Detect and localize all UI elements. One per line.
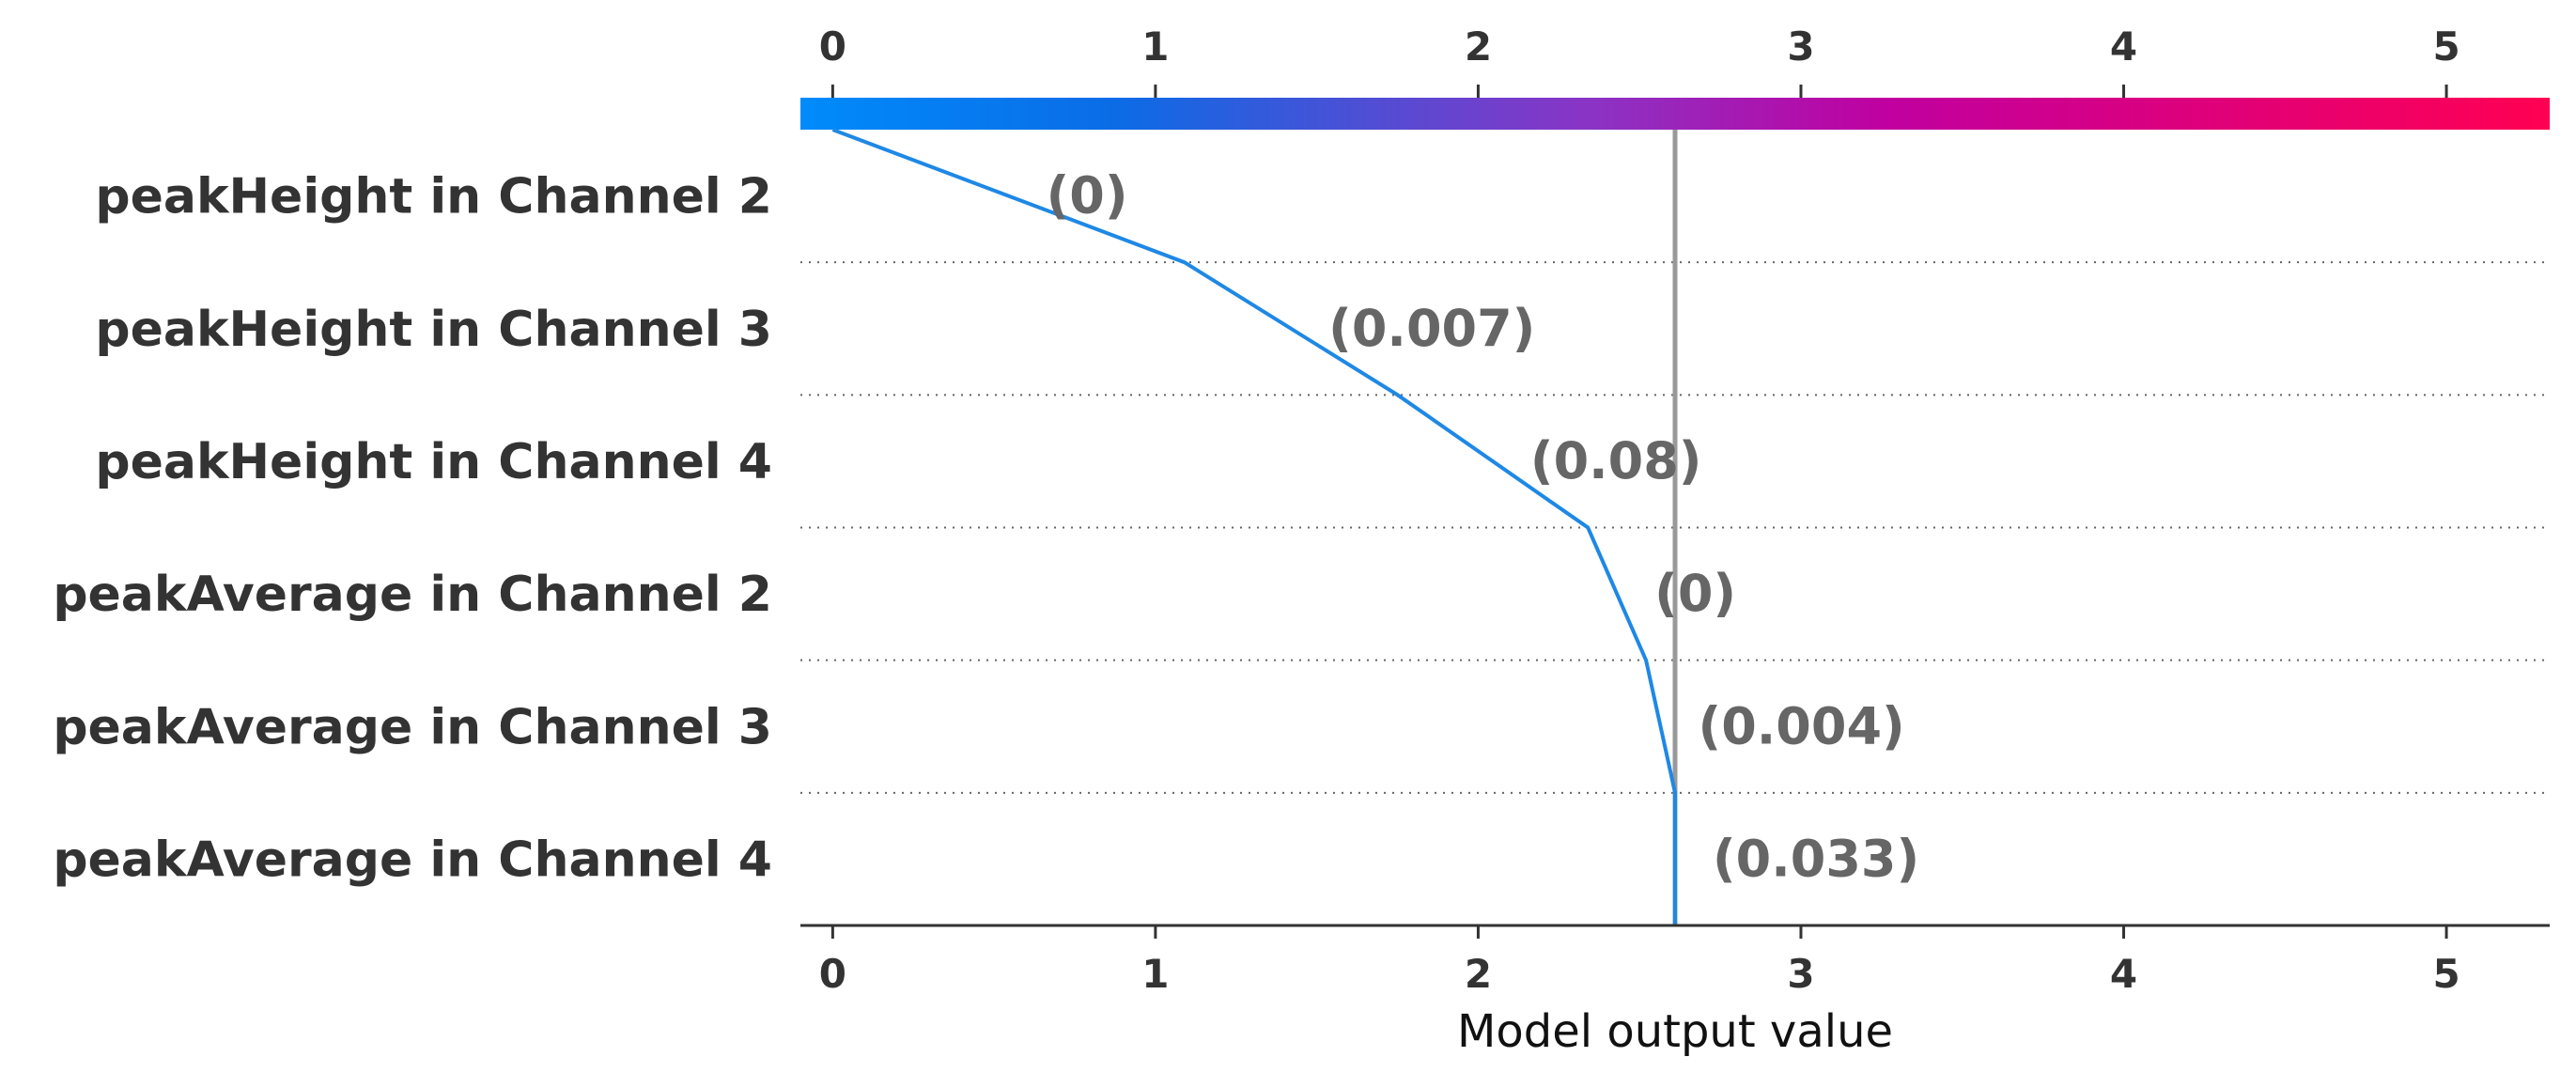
bottom-tick-label: 3 — [1787, 951, 1814, 997]
top-tick-label: 5 — [2432, 23, 2460, 70]
top-axis: 0 1 2 3 4 5 — [819, 23, 2460, 98]
bottom-tick-label: 1 — [1141, 951, 1169, 997]
bottom-axis: 0 1 2 3 4 5 — [819, 925, 2460, 997]
bottom-tick-label: 5 — [2432, 951, 2460, 997]
feature-value-label: (0.08) — [1530, 431, 1702, 490]
top-tick-label: 1 — [1141, 23, 1169, 70]
colorbar — [800, 98, 2550, 130]
feature-value-label: (0.004) — [1699, 696, 1905, 755]
decision-path — [831, 128, 1677, 925]
feature-labels: peakHeight in Channel 2 (0) peakHeight in … — [53, 166, 1919, 889]
bottom-tick-label: 0 — [819, 951, 846, 997]
feature-name: peakHeight in Channel 4 — [95, 434, 772, 490]
feature-value-label: (0) — [1654, 564, 1736, 623]
feature-value-label: (0.033) — [1713, 829, 1919, 888]
feature-value-label: (0.007) — [1328, 299, 1535, 358]
feature-value-label: (0) — [1047, 166, 1128, 225]
feature-name: peakAverage in Channel 3 — [53, 699, 772, 755]
bottom-tick-label: 2 — [1465, 951, 1492, 997]
feature-name: peakHeight in Channel 2 — [95, 169, 772, 225]
top-tick-label: 3 — [1787, 23, 1814, 70]
feature-name: peakAverage in Channel 4 — [53, 832, 772, 888]
top-tick-label: 2 — [1465, 23, 1492, 70]
x-axis-label: Model output value — [1457, 1005, 1893, 1058]
bottom-tick-label: 4 — [2110, 951, 2137, 997]
feature-name: peakAverage in Channel 2 — [53, 567, 772, 623]
feature-name: peakHeight in Channel 3 — [95, 302, 772, 358]
top-tick-label: 4 — [2110, 23, 2137, 70]
top-tick-label: 0 — [819, 23, 846, 70]
